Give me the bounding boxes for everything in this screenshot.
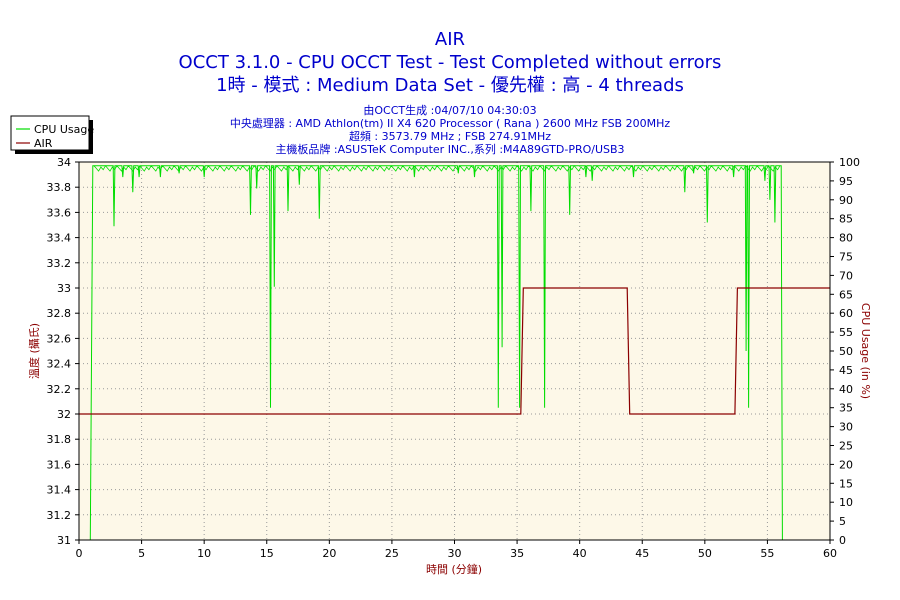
y-right-tick-label: 80 bbox=[839, 232, 853, 245]
y-left-tick-label: 33.8 bbox=[47, 181, 72, 194]
y-left-tick-label: 33.2 bbox=[47, 257, 72, 270]
y-left-tick-label: 32 bbox=[57, 408, 71, 421]
y-right-tick-label: 95 bbox=[839, 175, 853, 188]
chart-title: AIR bbox=[435, 29, 465, 50]
y-left-tick-label: 33.6 bbox=[47, 206, 72, 219]
x-tick-label: 30 bbox=[448, 547, 462, 560]
info-generated: 由OCCT生成 :04/07/10 04:30:03 bbox=[363, 103, 536, 117]
x-tick-label: 55 bbox=[760, 547, 774, 560]
x-axis-label: 時間 (分鐘) bbox=[426, 562, 482, 576]
y-left-tick-label: 31.2 bbox=[47, 509, 72, 522]
y-left-tick-label: 33 bbox=[57, 282, 71, 295]
y-right-tick-label: 65 bbox=[839, 288, 853, 301]
x-tick-label: 0 bbox=[76, 547, 83, 560]
y-left-tick-label: 32.8 bbox=[47, 307, 72, 320]
y-right-tick-label: 85 bbox=[839, 213, 853, 226]
y-left-tick-label: 31 bbox=[57, 534, 71, 547]
y-left-tick-label: 32.4 bbox=[47, 358, 72, 371]
y-axis-right-label: CPU Usage (in %) bbox=[859, 303, 872, 399]
y-right-tick-label: 75 bbox=[839, 251, 853, 264]
series-line-air bbox=[79, 287, 830, 415]
grid bbox=[79, 162, 830, 540]
y-right-tick-label: 90 bbox=[839, 194, 853, 207]
legend: CPU Usage AIR bbox=[10, 115, 94, 154]
y-right-tick-label: 55 bbox=[839, 326, 853, 339]
y-left-tick-label: 31.8 bbox=[47, 433, 72, 446]
y-right-tick-label: 50 bbox=[839, 345, 853, 358]
x-tick-label: 50 bbox=[698, 547, 712, 560]
x-tick-label: 35 bbox=[510, 547, 524, 560]
y-left-tick-label: 31.4 bbox=[47, 484, 72, 497]
y-left-tick-label: 32.6 bbox=[47, 332, 72, 345]
y-left-tick-label: 33.4 bbox=[47, 232, 72, 245]
series-noise-cpu-usage bbox=[93, 165, 781, 172]
y-left-tick-label: 31.6 bbox=[47, 458, 72, 471]
info-overclock: 超頻 : 3573.79 MHz ; FSB 274.91MHz bbox=[349, 129, 551, 143]
y-right-tick-label: 70 bbox=[839, 269, 853, 282]
info-motherboard: 主機板品牌 :ASUSTeK Computer INC.,系列 :M4A89GT… bbox=[275, 142, 624, 156]
series-line-cpu-usage bbox=[79, 165, 830, 541]
y-right-tick-label: 30 bbox=[839, 421, 853, 434]
y-axis-left-label: 溫度 (攝氏) bbox=[27, 323, 41, 379]
x-tick-label: 20 bbox=[322, 547, 336, 560]
y-right-tick-label: 35 bbox=[839, 402, 853, 415]
chart-subtitle-2: 1時 - 模式 : Medium Data Set - 優先權 : 高 - 4 … bbox=[216, 75, 684, 96]
y-right-tick-label: 60 bbox=[839, 307, 853, 320]
y-right-tick-label: 5 bbox=[839, 515, 846, 528]
info-cpu: 中央處理器 : AMD Athlon(tm) II X4 620 Process… bbox=[230, 116, 671, 130]
axes: 0 5 10 15 20 25 30 35 40 45 50 55 603131.231.431.631… bbox=[47, 156, 861, 560]
x-tick-label: 25 bbox=[385, 547, 399, 560]
y-right-tick-label: 0 bbox=[839, 534, 846, 547]
x-tick-label: 10 bbox=[197, 547, 211, 560]
y-left-tick-label: 32.2 bbox=[47, 383, 72, 396]
x-tick-label: 15 bbox=[260, 547, 274, 560]
chart-subtitle-1: OCCT 3.1.0 - CPU OCCT Test - Test Comple… bbox=[179, 52, 722, 73]
x-tick-label: 5 bbox=[138, 547, 145, 560]
y-right-tick-label: 15 bbox=[839, 477, 853, 490]
x-tick-label: 60 bbox=[823, 547, 837, 560]
legend-box bbox=[10, 115, 90, 151]
series-layer bbox=[79, 165, 830, 541]
y-right-tick-label: 25 bbox=[839, 440, 853, 453]
legend-label-cpu-usage: CPU Usage bbox=[34, 123, 94, 136]
y-right-tick-label: 40 bbox=[839, 383, 853, 396]
y-right-tick-label: 45 bbox=[839, 364, 853, 377]
y-right-tick-label: 20 bbox=[839, 458, 853, 471]
y-left-tick-label: 34 bbox=[57, 156, 71, 169]
x-tick-label: 45 bbox=[635, 547, 649, 560]
legend-label-air: AIR bbox=[34, 137, 53, 150]
y-right-tick-label: 100 bbox=[839, 156, 860, 169]
x-tick-label: 40 bbox=[573, 547, 587, 560]
y-right-tick-label: 10 bbox=[839, 496, 853, 509]
